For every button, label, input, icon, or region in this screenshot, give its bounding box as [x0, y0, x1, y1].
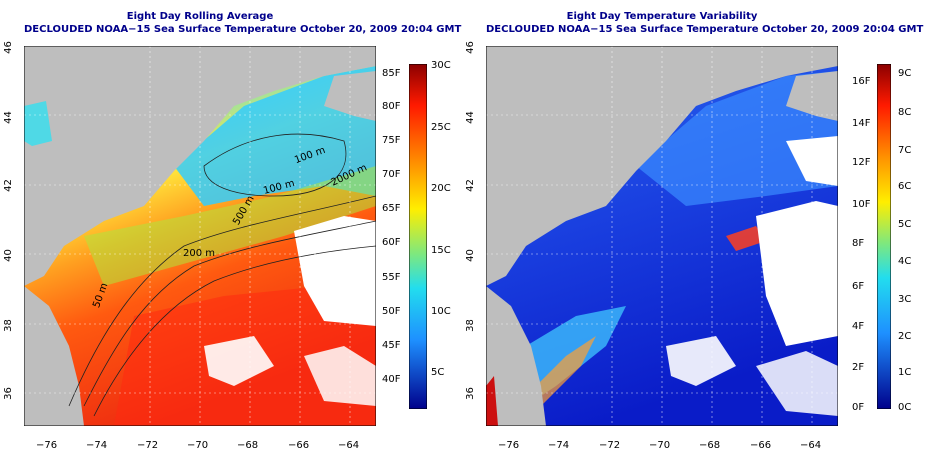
left-land-south: [24, 286, 84, 426]
left-cb-f-80: 80F: [382, 101, 401, 112]
left-ytick-44: 44: [2, 111, 14, 124]
right-cb-c-1: 1C: [898, 367, 912, 378]
right-xtick-5: −66: [750, 440, 772, 451]
left-land-mass: [24, 46, 376, 286]
right-cb-f-12: 12F: [852, 157, 871, 168]
left-lake-water: [24, 101, 52, 146]
left-xtick-6: −64: [338, 440, 360, 451]
left-cb-f-70: 70F: [382, 169, 401, 180]
left-shelf-transition: [84, 166, 376, 286]
left-cloud-gap-1: [294, 216, 376, 326]
right-cb-c-9: 9C: [898, 68, 912, 79]
left-contour-label-200m: 200 m: [183, 248, 216, 259]
right-title-line1: Eight Day Temperature Variability: [566, 11, 758, 22]
right-cb-c-7: 7C: [898, 145, 912, 156]
left-xtick-2: −72: [137, 440, 159, 451]
left-cb-c-10: 10C: [431, 306, 451, 317]
right-variability-map: [486, 46, 838, 426]
right-xtick-2: −72: [599, 440, 621, 451]
right-cloud-gap-2: [756, 201, 838, 346]
left-cloud-gap-2: [204, 336, 274, 386]
right-cb-f-0: 0F: [852, 402, 865, 413]
left-contour-2000m: [93, 245, 376, 417]
left-cb-c-20: 20C: [431, 183, 451, 194]
left-xtick-0: −76: [36, 440, 58, 451]
right-cb-f-2: 2F: [852, 362, 865, 373]
right-cloud-gap-4: [756, 351, 838, 416]
right-title-line2: DECLOUDED NOAA−15 Sea Surface Temperatur…: [486, 24, 924, 35]
right-cb-f-6: 6F: [852, 281, 865, 292]
right-cb-f-14: 14F: [852, 118, 871, 129]
right-cb-c-5: 5C: [898, 219, 912, 230]
right-cb-c-3: 3C: [898, 294, 912, 305]
right-bay-edge: [486, 376, 498, 426]
right-ytick-38: 38: [464, 319, 476, 332]
right-xtick-6: −64: [800, 440, 822, 451]
right-cb-c-0: 0C: [898, 402, 912, 413]
right-cb-c-2: 2C: [898, 331, 912, 342]
right-cloud-gap-3: [666, 336, 736, 386]
left-contour-200m: [83, 220, 376, 407]
left-title-line1: Eight Day Rolling Average: [126, 11, 274, 22]
left-cb-f-55: 55F: [382, 272, 401, 283]
right-ytick-44: 44: [464, 111, 476, 124]
left-cb-c-15: 15C: [431, 245, 451, 256]
left-xtick-1: −74: [86, 440, 108, 451]
left-cb-f-50: 50F: [382, 306, 401, 317]
right-cb-f-16: 16F: [852, 76, 871, 87]
left-contour-gulf-maine: [203, 133, 347, 197]
right-cb-c-6: 6C: [898, 181, 912, 192]
left-cb-c-5: 5C: [431, 367, 445, 378]
left-cb-f-40: 40F: [382, 374, 401, 385]
left-sst-map: [24, 46, 376, 426]
right-xtick-4: −68: [699, 440, 721, 451]
right-cb-f-4: 4F: [852, 321, 865, 332]
right-ytick-46: 46: [464, 41, 476, 54]
left-xtick-3: −70: [187, 440, 209, 451]
right-cb-f-8: 8F: [852, 238, 865, 249]
left-cb-c-25: 25C: [431, 122, 451, 133]
left-ytick-40: 40: [2, 249, 14, 262]
right-hotspot-south: [526, 336, 596, 406]
right-xtick-1: −74: [548, 440, 570, 451]
right-xtick-0: −76: [498, 440, 520, 451]
left-cb-f-45: 45F: [382, 340, 401, 351]
left-cb-f-65: 65F: [382, 203, 401, 214]
right-colorbar: [877, 64, 891, 409]
left-ytick-46: 46: [2, 41, 14, 54]
right-ytick-40: 40: [464, 249, 476, 262]
left-contour-100m: [68, 195, 376, 407]
right-cb-f-10: 10F: [852, 199, 871, 210]
left-ytick-36: 36: [2, 387, 14, 400]
right-cb-c-4: 4C: [898, 256, 912, 267]
left-colorbar: [409, 64, 427, 409]
right-land-mass: [486, 46, 838, 286]
left-cb-f-85: 85F: [382, 68, 401, 79]
left-ytick-38: 38: [2, 319, 14, 332]
left-grid: [24, 46, 376, 426]
right-cb-c-8: 8C: [898, 107, 912, 118]
left-cb-c-30: 30C: [431, 60, 451, 71]
left-cb-f-60: 60F: [382, 237, 401, 248]
left-xtick-5: −66: [288, 440, 310, 451]
right-grid: [486, 46, 838, 426]
right-ytick-36: 36: [464, 387, 476, 400]
right-hotspot-east: [726, 226, 766, 251]
left-xtick-4: −68: [237, 440, 259, 451]
right-land-south: [486, 286, 546, 426]
right-xtick-3: −70: [649, 440, 671, 451]
left-cb-f-75: 75F: [382, 135, 401, 146]
left-title-line2: DECLOUDED NOAA−15 Sea Surface Temperatur…: [24, 24, 462, 35]
right-ytick-42: 42: [464, 179, 476, 192]
left-cloud-gap-3: [304, 346, 376, 406]
left-ytick-42: 42: [2, 179, 14, 192]
